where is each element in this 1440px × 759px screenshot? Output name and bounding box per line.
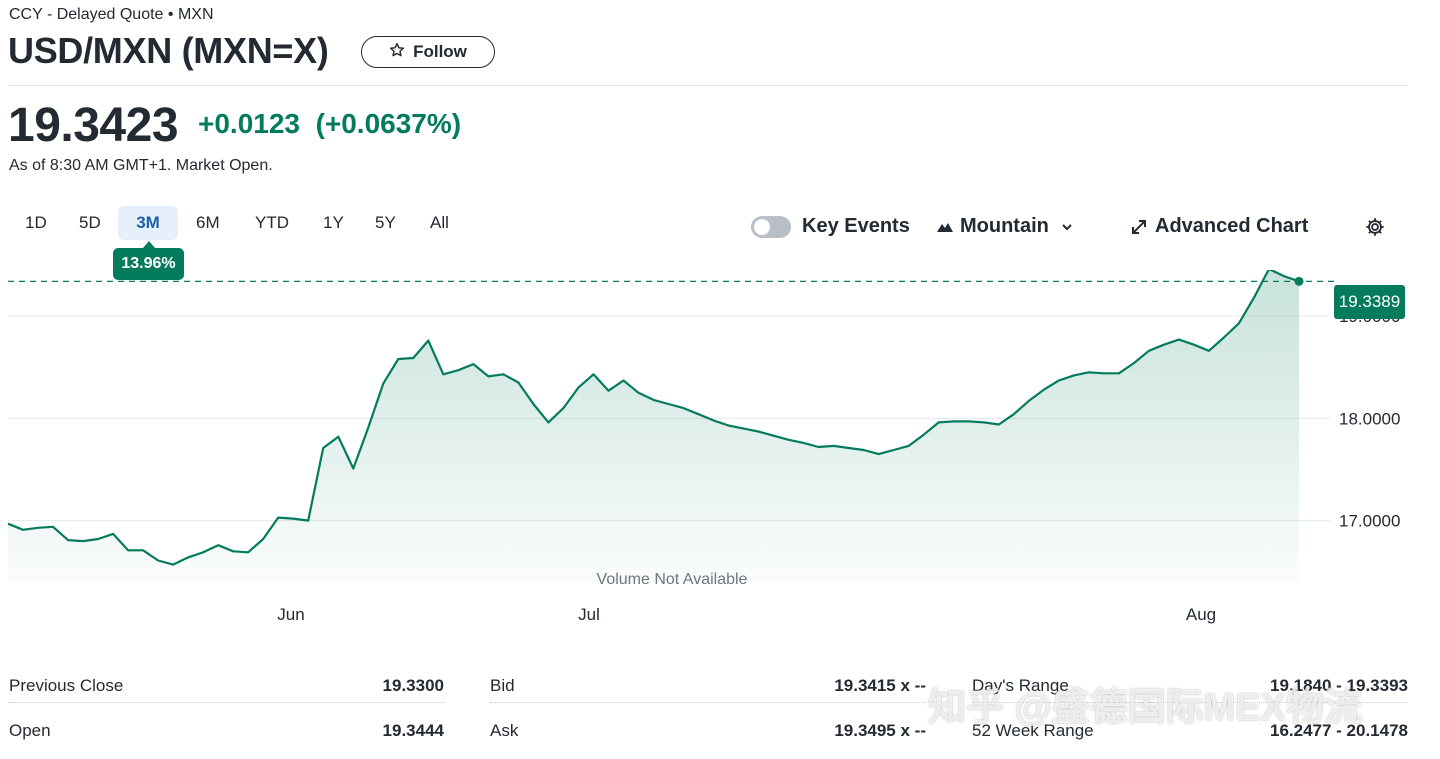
range-tab-all[interactable]: All: [430, 213, 449, 232]
mountain-icon[interactable]: [936, 220, 954, 239]
current-price-dot: [1294, 276, 1304, 286]
price-area: [8, 270, 1299, 582]
range-tab-ytd[interactable]: YTD: [255, 213, 289, 232]
follow-label: Follow: [413, 42, 467, 61]
key-events-label[interactable]: Key Events: [802, 215, 910, 237]
volume-note: Volume Not Available: [597, 571, 748, 588]
open-label: Open: [9, 721, 51, 740]
market-status: As of 8:30 AM GMT+1. Market Open.: [9, 157, 273, 174]
ask-value: 19.3495 x --: [834, 721, 926, 740]
price-change: +0.0123 (+0.0637%): [198, 108, 461, 140]
range-change-badge: 13.96%: [113, 248, 184, 280]
page-title: USD/MXN (MXN=X): [8, 30, 329, 71]
range-tab-3m[interactable]: 3M: [118, 206, 178, 240]
price-line: [7, 270, 1300, 566]
last-price: 19.3423: [8, 99, 179, 152]
y-tick-label: 17.0000: [1339, 512, 1400, 531]
stat-divider: [490, 702, 926, 703]
chart-type-label[interactable]: Mountain: [960, 215, 1049, 237]
breadcrumb: CCY - Delayed Quote • MXN: [9, 6, 214, 23]
stat-divider: [972, 702, 1408, 703]
advanced-chart-button[interactable]: Advanced Chart: [1155, 215, 1309, 237]
change-value: +0.0123: [198, 108, 300, 139]
chevron-down-icon[interactable]: [1060, 220, 1074, 239]
week52-range-value: 16.2477 - 20.1478: [1269, 721, 1408, 740]
days-range-label: Day's Range: [972, 676, 1069, 695]
x-tick-jun: Jun: [277, 605, 304, 624]
previous-close-value: 19.3300: [382, 676, 444, 695]
bid-label: Bid: [490, 676, 515, 695]
open-value: 19.3444: [382, 721, 444, 740]
expand-arrow-icon[interactable]: [1130, 218, 1148, 241]
star-icon: [389, 42, 405, 63]
gear-icon[interactable]: [1364, 216, 1386, 243]
range-tab-6m[interactable]: 6M: [196, 213, 220, 232]
ask-label: Ask: [490, 721, 519, 740]
range-tab-1d[interactable]: 1D: [25, 213, 47, 232]
y-tick-label: 18.0000: [1339, 409, 1400, 428]
range-change-pointer: [143, 241, 155, 248]
x-tick-aug: Aug: [1186, 605, 1216, 624]
week52-range-label: 52 Week Range: [972, 721, 1094, 740]
follow-button[interactable]: Follow: [361, 36, 495, 68]
previous-close-label: Previous Close: [9, 676, 124, 695]
toggle-knob: [754, 219, 770, 235]
header-divider: [8, 85, 1408, 86]
range-tab-5d[interactable]: 5D: [79, 213, 101, 232]
days-range-value: 19.1840 - 19.3393: [1269, 676, 1408, 695]
current-price-tag: 19.3389: [1334, 285, 1405, 319]
range-tab-1y[interactable]: 1Y: [323, 213, 344, 232]
change-percent: (+0.0637%): [315, 108, 462, 139]
x-tick-jul: Jul: [578, 605, 600, 624]
bid-value: 19.3415 x --: [834, 676, 926, 695]
key-events-toggle[interactable]: [751, 216, 791, 238]
stat-divider: [8, 702, 444, 703]
range-tab-5y[interactable]: 5Y: [375, 213, 396, 232]
